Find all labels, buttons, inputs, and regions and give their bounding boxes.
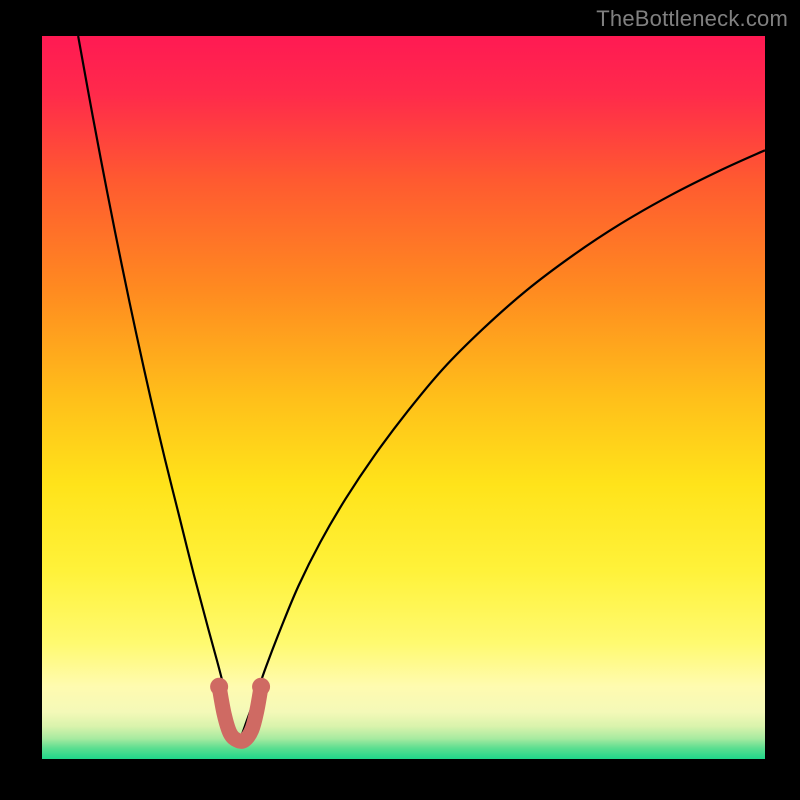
watermark-text: TheBottleneck.com xyxy=(596,6,788,32)
chart-svg xyxy=(42,36,765,759)
plot-area xyxy=(42,36,765,759)
chart-root: { "watermark": { "text": "TheBottleneck.… xyxy=(0,0,800,800)
highlight-marker-left xyxy=(210,678,228,696)
highlight-marker-right xyxy=(252,678,270,696)
